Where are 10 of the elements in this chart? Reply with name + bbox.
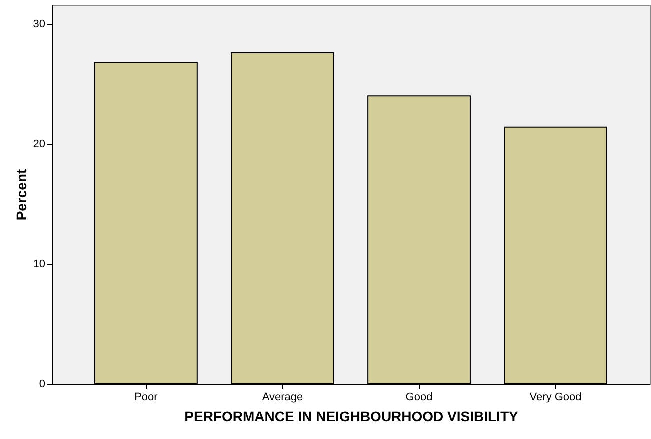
x-tick-label: Poor	[134, 392, 158, 404]
y-tick-label: 20	[33, 138, 46, 151]
y-axis-title: Percent	[13, 168, 30, 221]
x-axis-title: PERFORMANCE IN NEIGHBOURHOOD VISIBILITY	[184, 408, 519, 424]
y-tick-label: 30	[33, 18, 46, 31]
x-tick-label: Good	[406, 392, 433, 404]
x-tick-label: Very Good	[530, 392, 582, 404]
y-tick-label: 0	[39, 378, 46, 390]
y-tick-label: 10	[33, 258, 46, 271]
x-tick-label: Average	[262, 392, 304, 404]
